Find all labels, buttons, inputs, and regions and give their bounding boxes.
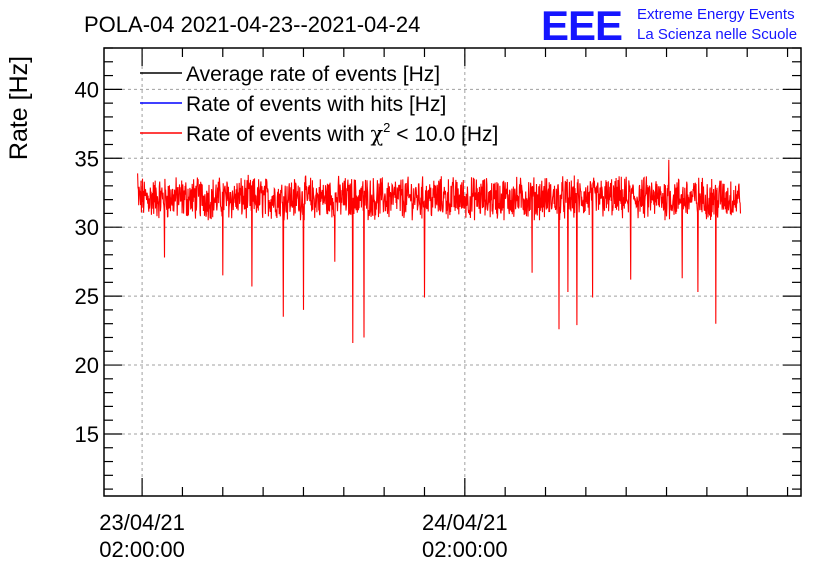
y-tick-label: 15: [75, 422, 99, 447]
x-tick-label-date: 24/04/21: [422, 510, 508, 535]
plot-frame: [103, 47, 802, 497]
y-tick-label: 35: [75, 146, 99, 171]
eee-logo-line2: La Scienza nelle Scuole: [637, 26, 797, 43]
y-axis-label: Rate [Hz]: [5, 56, 33, 160]
series-line-chi2: [137, 159, 742, 344]
legend: Average rate of events [Hz] Rate of even…: [140, 63, 498, 146]
legend-label-hits: Rate of events with hits [Hz]: [186, 93, 446, 116]
x-tick-label-time: 02:00:00: [99, 537, 185, 562]
y-tick-label: 20: [75, 353, 99, 378]
y-tick-label: 25: [75, 284, 99, 309]
grid-lines: [104, 48, 801, 496]
y-ticks: 15 20 25 30 35 40: [75, 47, 801, 490]
chart-title: POLA-04 2021-04-23--2021-04-24: [84, 12, 420, 37]
eee-logo: EEE Extreme Energy Events La Scienza nel…: [541, 2, 797, 49]
x-tick-label-date: 23/04/21: [99, 510, 185, 535]
axes: [103, 47, 802, 497]
series-layer: [137, 159, 742, 344]
y-tick-label: 30: [75, 215, 99, 240]
x-tick-label-time: 02:00:00: [422, 537, 508, 562]
eee-logo-text: EEE: [541, 2, 622, 49]
y-tick-label: 40: [75, 77, 99, 102]
legend-label-chi2: Rate of events with χ2 < 10.0 [Hz]: [186, 120, 498, 146]
eee-logo-line1: Extreme Energy Events: [637, 6, 795, 23]
legend-label-average: Average rate of events [Hz]: [186, 63, 440, 86]
